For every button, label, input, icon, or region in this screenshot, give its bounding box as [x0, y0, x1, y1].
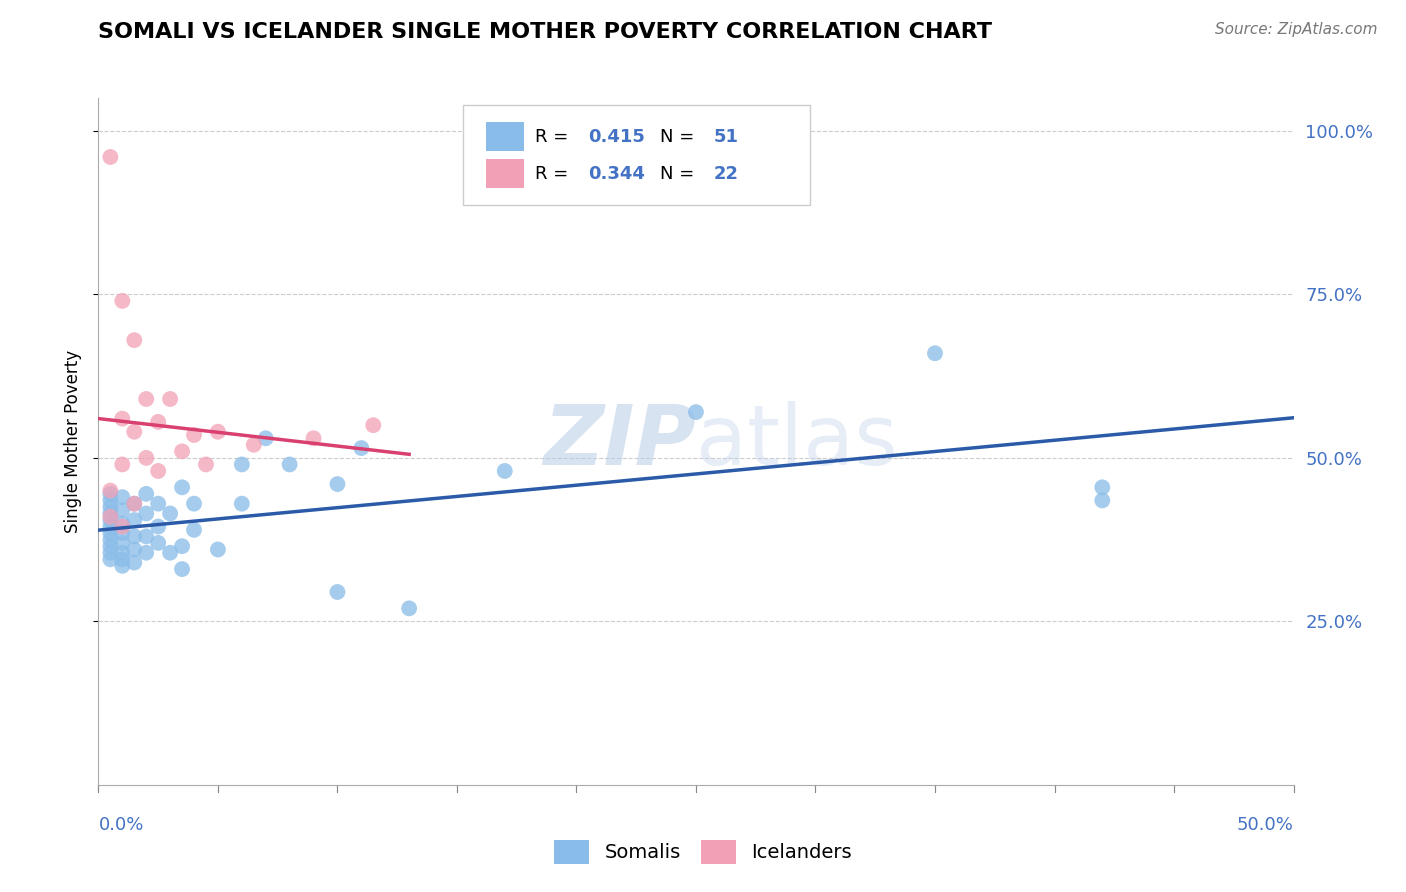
Point — [278, 458, 301, 472]
Point — [111, 546, 134, 560]
Point — [159, 392, 181, 406]
Y-axis label: Single Mother Poverty: Single Mother Poverty — [65, 350, 83, 533]
Point — [326, 477, 349, 491]
Point — [254, 431, 277, 445]
Point — [148, 519, 170, 533]
Text: 51: 51 — [714, 128, 740, 145]
Point — [111, 552, 134, 566]
Point — [111, 536, 134, 550]
Point — [494, 464, 516, 478]
Point — [183, 523, 205, 537]
Point — [111, 411, 134, 425]
Point — [326, 585, 349, 599]
Point — [924, 346, 946, 360]
Text: 22: 22 — [714, 165, 740, 183]
Point — [98, 526, 122, 541]
Point — [124, 513, 146, 527]
Point — [111, 519, 134, 533]
Point — [685, 405, 707, 419]
Point — [172, 562, 194, 576]
Point — [98, 533, 122, 547]
Point — [111, 558, 134, 573]
Point — [1091, 480, 1114, 494]
Point — [111, 458, 134, 472]
Point — [135, 507, 157, 521]
Point — [363, 418, 385, 433]
Point — [231, 458, 253, 472]
FancyBboxPatch shape — [485, 160, 524, 188]
Legend: Somalis, Icelanders: Somalis, Icelanders — [544, 830, 862, 873]
FancyBboxPatch shape — [485, 122, 524, 151]
Point — [98, 150, 122, 164]
Point — [1091, 493, 1114, 508]
Text: 0.0%: 0.0% — [98, 816, 143, 834]
Point — [124, 333, 146, 347]
Point — [135, 450, 157, 465]
Point — [194, 458, 218, 472]
Point — [124, 497, 146, 511]
Text: atlas: atlas — [696, 401, 897, 482]
Point — [98, 513, 122, 527]
Point — [183, 428, 205, 442]
Point — [124, 529, 146, 543]
Point — [172, 539, 194, 553]
Point — [111, 526, 134, 541]
Text: N =: N = — [661, 128, 700, 145]
Text: R =: R = — [534, 128, 574, 145]
Point — [207, 425, 229, 439]
Point — [243, 438, 266, 452]
Text: Source: ZipAtlas.com: Source: ZipAtlas.com — [1215, 22, 1378, 37]
Point — [124, 497, 146, 511]
Point — [231, 497, 253, 511]
FancyBboxPatch shape — [463, 105, 810, 204]
Point — [124, 542, 146, 557]
Text: 50.0%: 50.0% — [1237, 816, 1294, 834]
Point — [111, 490, 134, 504]
Text: N =: N = — [661, 165, 700, 183]
Point — [124, 556, 146, 570]
Point — [98, 539, 122, 553]
Point — [124, 425, 146, 439]
Point — [159, 507, 181, 521]
Point — [148, 464, 170, 478]
Point — [148, 415, 170, 429]
Point — [111, 516, 134, 531]
Point — [98, 493, 122, 508]
Point — [98, 500, 122, 514]
Point — [148, 497, 170, 511]
Point — [183, 497, 205, 511]
Point — [98, 483, 122, 498]
Text: 0.344: 0.344 — [588, 165, 645, 183]
Point — [98, 546, 122, 560]
Point — [135, 529, 157, 543]
Point — [98, 519, 122, 533]
Point — [148, 536, 170, 550]
Point — [98, 487, 122, 501]
Point — [135, 546, 157, 560]
Point — [172, 480, 194, 494]
Point — [135, 487, 157, 501]
Point — [172, 444, 194, 458]
Point — [207, 542, 229, 557]
Text: SOMALI VS ICELANDER SINGLE MOTHER POVERTY CORRELATION CHART: SOMALI VS ICELANDER SINGLE MOTHER POVERT… — [98, 22, 993, 42]
Point — [111, 503, 134, 517]
Point — [302, 431, 325, 445]
Point — [98, 509, 122, 524]
Point — [98, 507, 122, 521]
Text: 0.415: 0.415 — [588, 128, 645, 145]
Point — [398, 601, 420, 615]
Point — [350, 441, 373, 455]
Point — [98, 552, 122, 566]
Point — [159, 546, 181, 560]
Point — [135, 392, 157, 406]
Text: ZIP: ZIP — [543, 401, 696, 482]
Text: R =: R = — [534, 165, 574, 183]
Point — [111, 293, 134, 308]
